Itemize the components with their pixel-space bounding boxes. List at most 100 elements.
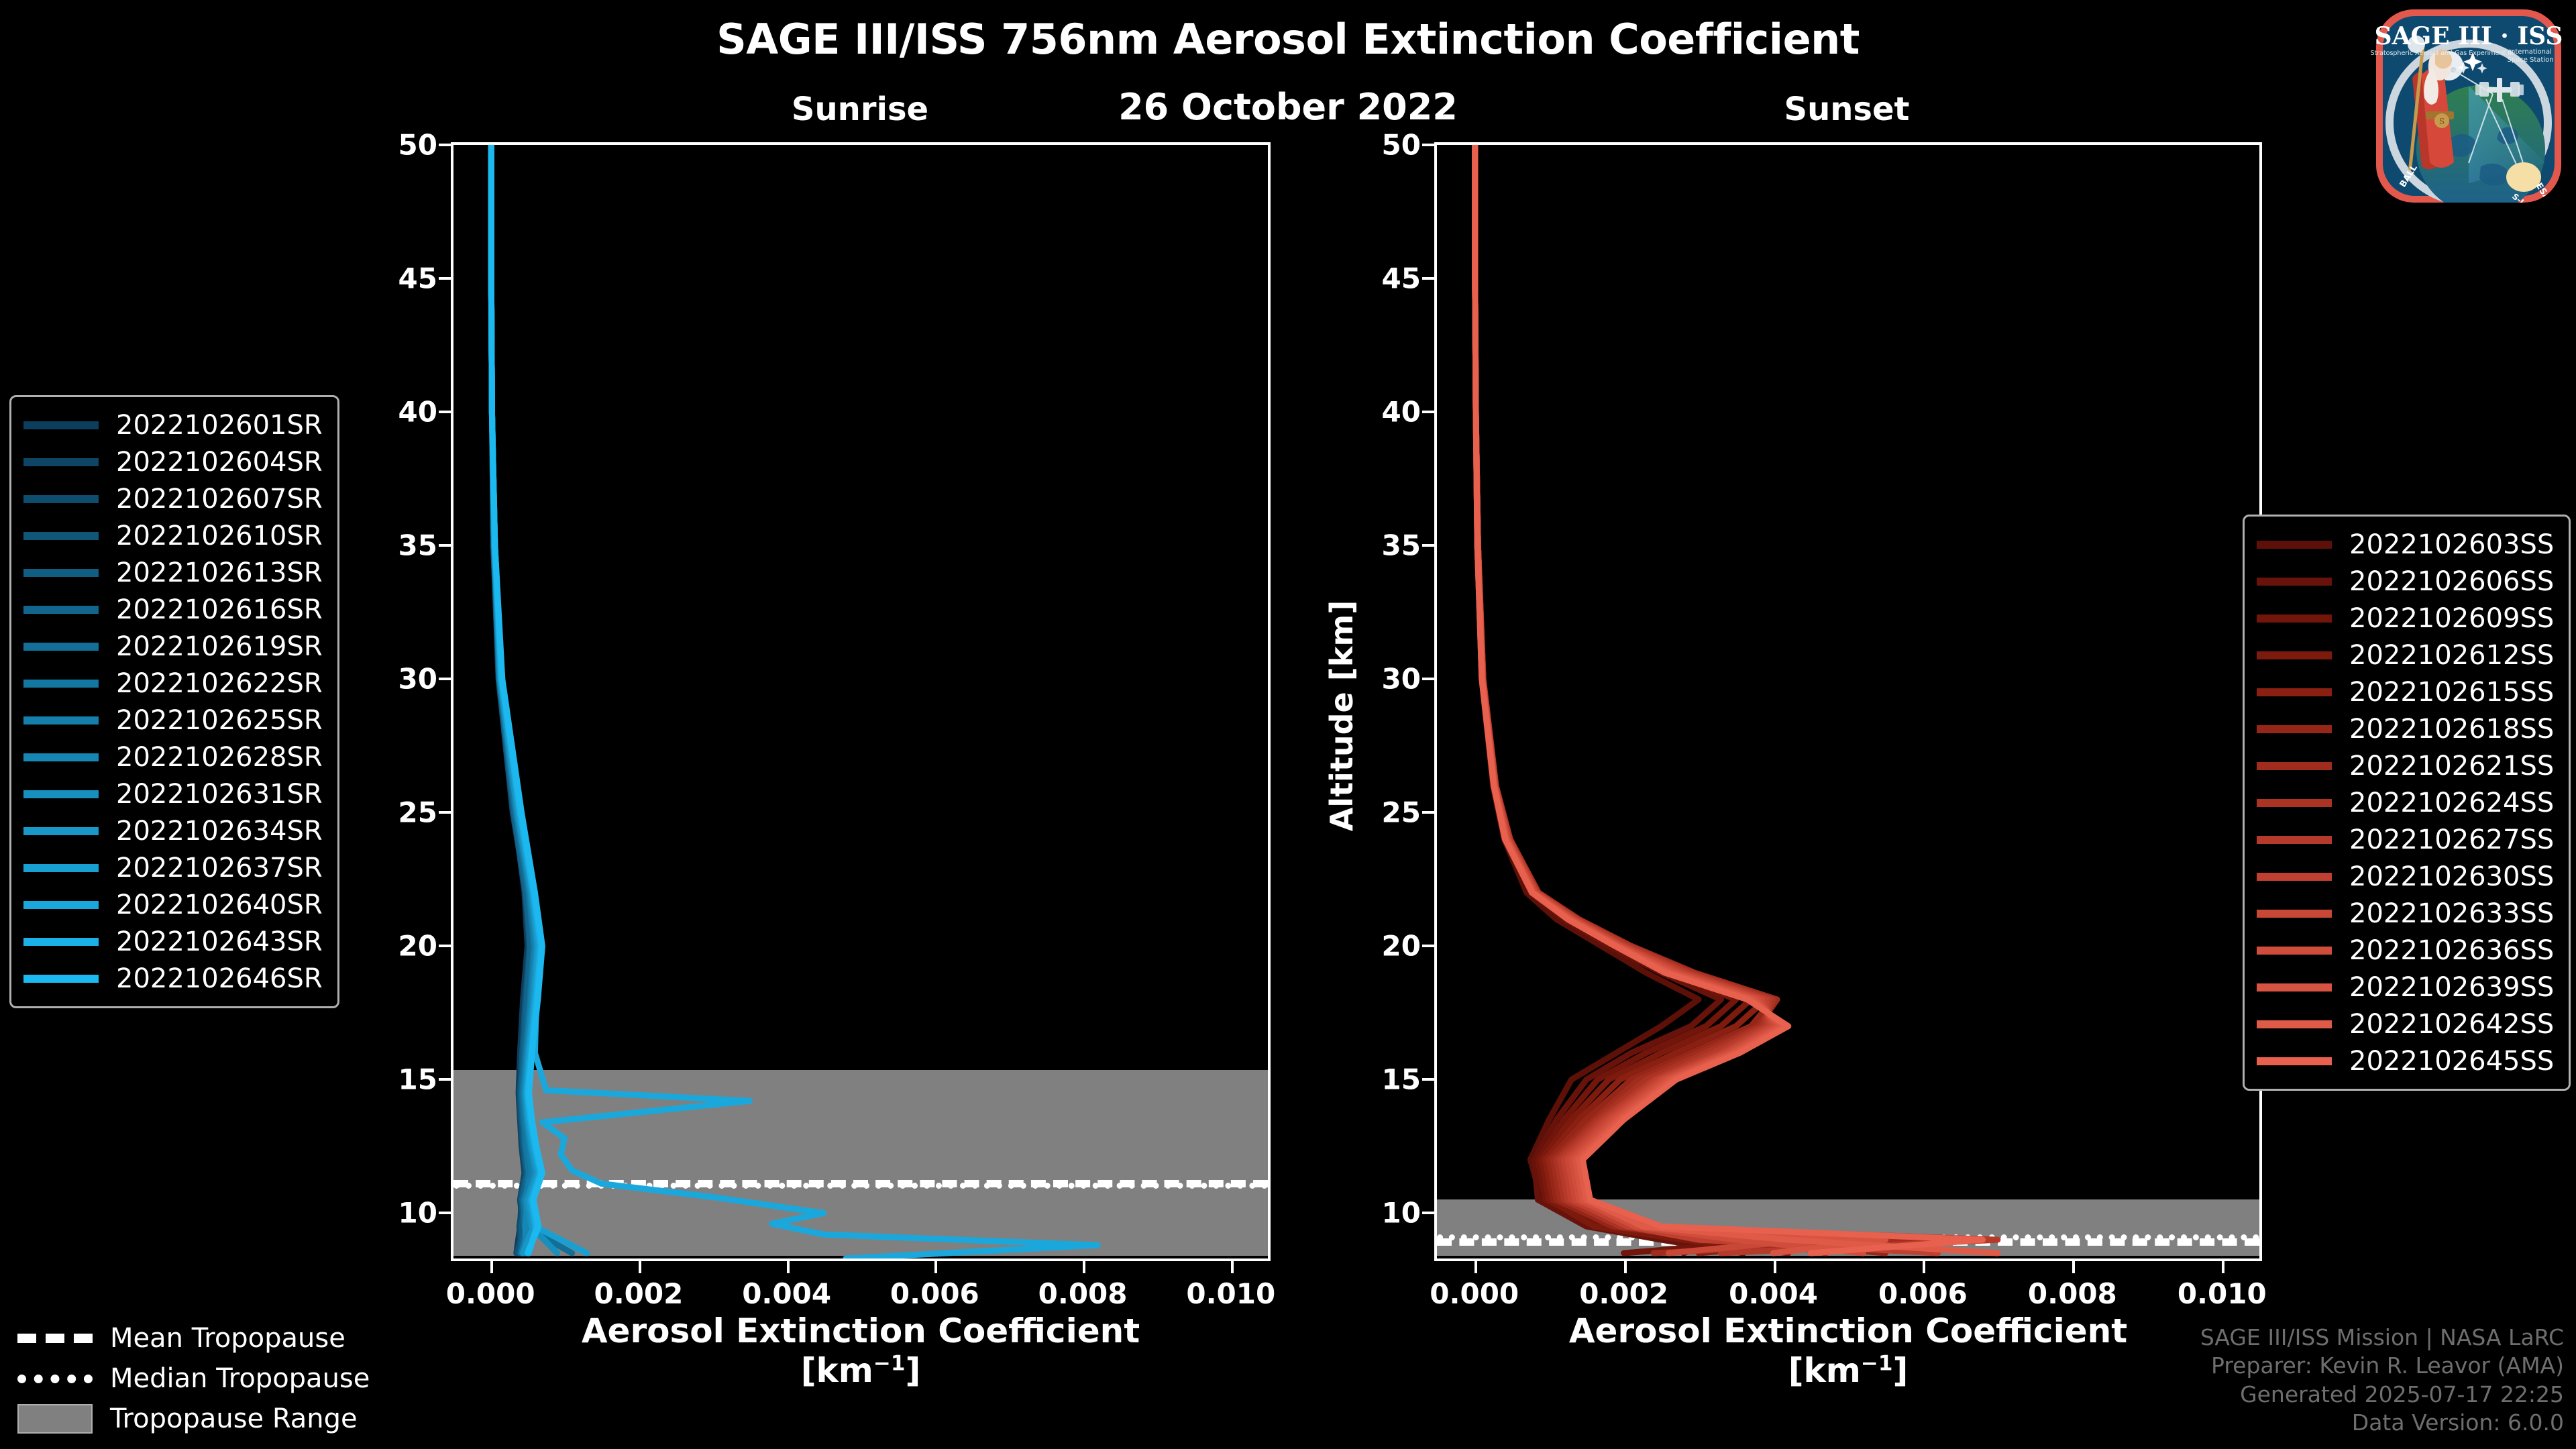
legend-item-label: 2022102634SR — [116, 815, 323, 847]
legend-item[interactable]: 2022102613SR — [23, 554, 323, 591]
sunset-legend[interactable]: 2022102603SS 2022102606SS 2022102609SS 2022… — [2243, 515, 2571, 1091]
legend-color-swatch — [23, 753, 99, 761]
legend-item-label: 2022102604SR — [116, 446, 323, 478]
legend-item[interactable]: 2022102639SS — [2257, 969, 2554, 1006]
legend-item-label: 2022102619SR — [116, 631, 323, 662]
legend-item[interactable]: 2022102607SR — [23, 480, 323, 517]
legend-item[interactable]: 2022102618SS — [2257, 710, 2554, 747]
legend-item[interactable]: 2022102631SR — [23, 775, 323, 812]
legend-item[interactable]: 2022102615SS — [2257, 674, 2554, 710]
legend-item-label: 2022102603SS — [2349, 529, 2555, 560]
legend-item[interactable]: 2022102627SS — [2257, 821, 2554, 858]
sunrise-plot-area — [451, 142, 1271, 1261]
x-tick-label: 0.010 — [2177, 1277, 2267, 1310]
x-tick-mark — [2222, 1261, 2225, 1273]
legend-item[interactable]: 2022102612SS — [2257, 637, 2554, 674]
y-tick-mark — [439, 1212, 451, 1215]
x-tick-label: 0.006 — [890, 1277, 979, 1310]
legend-item-label: 2022102645SS — [2349, 1045, 2555, 1077]
legend-color-swatch — [2257, 872, 2332, 881]
legend-item[interactable]: 2022102628SR — [23, 739, 323, 775]
legend-item-label: 2022102601SR — [116, 409, 323, 441]
y-tick-mark — [1422, 945, 1434, 948]
legend-item-label: 2022102625SR — [116, 704, 323, 736]
sunset-x-label-text: Aerosol Extinction Coefficient — [1568, 1311, 2128, 1350]
legend-color-swatch — [23, 937, 99, 946]
x-tick-mark — [786, 1261, 790, 1273]
legend-color-swatch — [2257, 1020, 2332, 1028]
legend-item-label: 2022102606SS — [2349, 566, 2555, 597]
y-tick-mark — [439, 945, 451, 948]
legend-item[interactable]: 2022102640SR — [23, 886, 323, 923]
y-tick-label: 50 — [398, 128, 437, 162]
y-tick-label: 40 — [398, 395, 437, 429]
legend-item[interactable]: 2022102609SS — [2257, 600, 2554, 637]
legend-color-swatch — [2257, 909, 2332, 918]
legend-color-swatch — [23, 531, 99, 540]
legend-item-label: 2022102627SS — [2349, 824, 2555, 855]
legend-item[interactable]: 2022102625SR — [23, 702, 323, 739]
y-tick-mark — [1422, 1212, 1434, 1215]
legend-item[interactable]: 2022102621SS — [2257, 747, 2554, 784]
sunrise-profile-curves — [488, 145, 1101, 1258]
sunset-x-label-unit: [km−1] — [1788, 1351, 1909, 1390]
tropopause-legend: Mean Tropopause Median Tropopause Tropopau… — [17, 1318, 370, 1439]
y-tick-label: 40 — [1381, 395, 1421, 429]
y-tick-label: 50 — [1381, 128, 1421, 162]
legend-color-swatch — [2257, 761, 2332, 770]
legend-item[interactable]: 2022102624SS — [2257, 784, 2554, 821]
legend-item[interactable]: 2022102634SR — [23, 812, 323, 849]
legend-item[interactable]: 2022102604SR — [23, 443, 323, 480]
sage-iii-iss-mission-patch-logo: S BALL ESA S-I · SAGE III · ISS Stratosp… — [2370, 9, 2563, 203]
tropopause-legend-item: Tropopause Range — [17, 1399, 370, 1439]
legend-item[interactable]: 2022102603SS — [2257, 526, 2554, 563]
legend-item[interactable]: 2022102630SS — [2257, 858, 2554, 895]
sunrise-legend[interactable]: 2022102601SR 2022102604SR 2022102607SR 2022… — [9, 395, 339, 1008]
legend-item-label: 2022102646SR — [116, 963, 323, 994]
legend-item[interactable]: 2022102622SR — [23, 665, 323, 702]
x-tick-mark — [1083, 1261, 1086, 1273]
sunset-y-axis-label: Altitude [km] — [1324, 600, 1360, 832]
x-tick-label: 0.004 — [1729, 1277, 1818, 1310]
legend-color-swatch — [2257, 651, 2332, 659]
legend-item-label: 2022102610SR — [116, 520, 323, 551]
legend-item-label: 2022102637SR — [116, 852, 323, 883]
profile-line — [1472, 145, 1926, 1256]
legend-item[interactable]: 2022102646SR — [23, 960, 323, 997]
legend-item[interactable]: 2022102645SS — [2257, 1042, 2554, 1079]
x-tick-mark — [2072, 1261, 2076, 1273]
legend-item[interactable]: 2022102642SS — [2257, 1006, 2554, 1042]
legend-color-swatch — [23, 863, 99, 872]
y-tick-mark — [1422, 678, 1434, 681]
tropopause-legend-swatch-patch — [17, 1404, 93, 1434]
legend-item[interactable]: 2022102637SR — [23, 849, 323, 886]
legend-color-swatch — [2257, 724, 2332, 733]
y-tick-mark — [1422, 411, 1434, 414]
legend-item[interactable]: 2022102616SR — [23, 591, 323, 628]
svg-text:S: S — [2439, 117, 2445, 126]
legend-color-swatch — [23, 421, 99, 429]
legend-item[interactable]: 2022102606SS — [2257, 563, 2554, 600]
legend-item-label: 2022102618SS — [2349, 713, 2555, 745]
legend-color-swatch — [23, 790, 99, 798]
legend-color-swatch — [2257, 983, 2332, 991]
logo-title: SAGE III · ISS — [2375, 22, 2563, 50]
x-tick-label: 0.000 — [445, 1277, 535, 1310]
legend-color-swatch — [2257, 946, 2332, 955]
sunset-panel-title: Sunset — [1784, 91, 1910, 128]
legend-item[interactable]: 2022102619SR — [23, 628, 323, 665]
legend-item-label: 2022102609SS — [2349, 602, 2555, 634]
x-tick-mark — [1773, 1261, 1776, 1273]
legend-color-swatch — [2257, 540, 2332, 549]
legend-color-swatch — [2257, 835, 2332, 844]
legend-item[interactable]: 2022102636SS — [2257, 932, 2554, 969]
legend-item[interactable]: 2022102601SR — [23, 407, 323, 443]
legend-color-swatch — [23, 458, 99, 466]
legend-item-label: 2022102624SS — [2349, 787, 2555, 818]
legend-item-label: 2022102642SS — [2349, 1008, 2555, 1040]
legend-item[interactable]: 2022102643SR — [23, 923, 323, 960]
legend-item[interactable]: 2022102610SR — [23, 517, 323, 554]
legend-item[interactable]: 2022102633SS — [2257, 895, 2554, 932]
legend-color-swatch — [2257, 688, 2332, 696]
legend-color-swatch — [23, 494, 99, 503]
